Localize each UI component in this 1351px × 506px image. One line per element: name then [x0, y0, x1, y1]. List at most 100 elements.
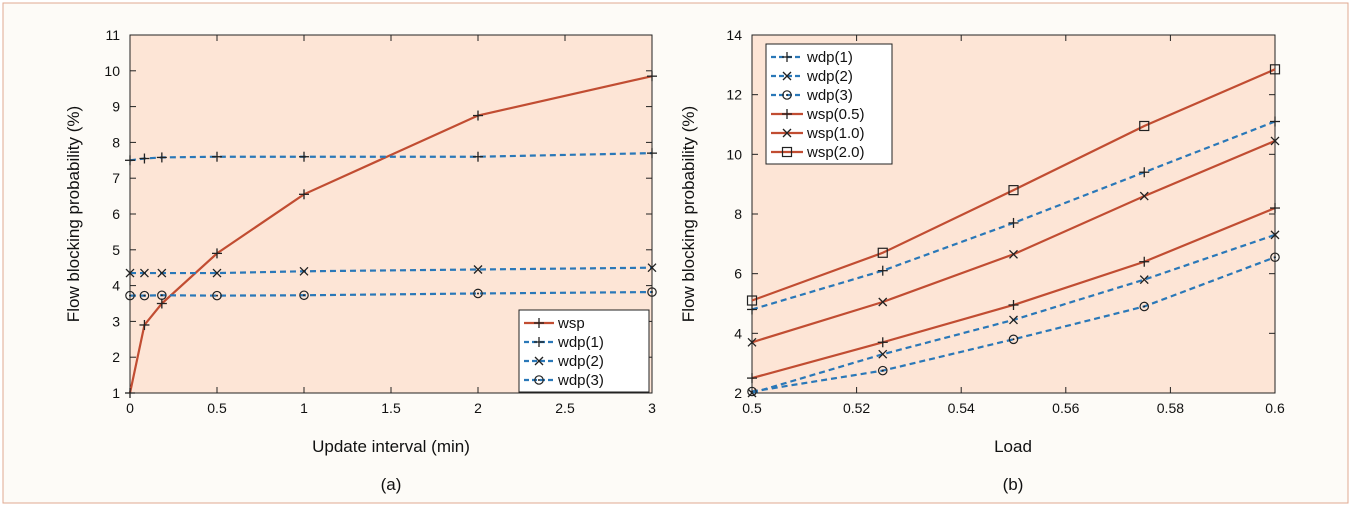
data-point-wsp-1-0	[1139, 191, 1149, 201]
data-point-wsp-1-0	[747, 337, 757, 347]
data-point-wdp-2	[139, 268, 149, 278]
x-tick-label: 0.6	[1265, 400, 1285, 416]
y-tick-label: 4	[734, 325, 742, 341]
data-point-wsp	[647, 71, 657, 82]
legend-label: wdp(1)	[806, 49, 853, 66]
y-tick-label: 10	[726, 146, 742, 162]
data-point-wdp-2	[212, 268, 222, 278]
data-point-wdp-3	[125, 290, 135, 301]
data-point-wdp-1	[747, 304, 757, 315]
data-point-wsp	[212, 248, 222, 259]
data-point-wdp-2	[647, 263, 657, 273]
data-point-wdp-2	[878, 349, 888, 359]
y-tick-label: 6	[734, 266, 742, 282]
y-tick-label: 8	[734, 206, 742, 222]
y-tick-label: 1	[112, 385, 120, 401]
legend-label: wsp(0.5)	[806, 106, 865, 123]
data-point-wdp-1	[1139, 167, 1150, 178]
data-point-wdp-1	[125, 155, 135, 166]
y-tick-label: 10	[104, 63, 120, 79]
legend-label: wsp(2.0)	[806, 144, 865, 161]
data-point-wsp	[473, 110, 483, 121]
x-tick-label: 0.58	[1157, 400, 1184, 416]
data-point-wdp-2	[125, 268, 135, 278]
y-tick-label: 14	[726, 27, 742, 43]
data-point-wsp-2-0	[1139, 120, 1150, 132]
data-point-wdp-3	[212, 290, 222, 301]
legend-label: wsp(1.0)	[806, 125, 865, 142]
chart-panel-b: 0.5 0.52 0.54 0.56 0.58 0.6 2 4 6 8 10 12 14 Load Flow…	[679, 27, 1285, 494]
series-wsp-1-0	[747, 136, 1280, 347]
data-point-wdp-3	[299, 290, 309, 301]
data-point-wsp-2-0	[746, 295, 758, 306]
x-tick-label: 0.5	[742, 400, 762, 416]
data-point-wdp-3	[647, 287, 657, 297]
data-point-wsp-0-5	[1139, 256, 1150, 267]
data-point-wsp-2-0	[1008, 185, 1019, 196]
data-point-wsp-0-5	[1008, 299, 1019, 310]
x-tick-label: 0.52	[843, 400, 870, 416]
series-wdp-3	[747, 252, 1280, 397]
series-wdp-1	[125, 148, 657, 166]
x-tick-label: 0	[126, 400, 134, 416]
legend-label: wdp(2)	[557, 353, 604, 370]
legend-marker	[534, 337, 544, 347]
data-point-wdp-3	[157, 290, 167, 301]
legend-marker	[782, 52, 792, 62]
series-line-wsp-2-0	[751, 68, 1276, 302]
data-point-wdp-2	[157, 268, 167, 278]
legend-label: wdp(3)	[557, 372, 604, 389]
y-tick-label: 4	[112, 278, 120, 294]
y-tick-label: 2	[112, 349, 120, 365]
chart-caption: (a)	[381, 475, 402, 494]
data-point-wdp-3	[1270, 252, 1280, 263]
y-tick-label: 7	[112, 170, 120, 186]
legend-label: wsp	[557, 315, 585, 332]
legend-label: wdp(3)	[806, 87, 853, 104]
y-axis-label: Flow blocking probability (%)	[679, 106, 698, 322]
x-tick-label: 1	[300, 400, 308, 416]
data-point-wsp-1-0	[878, 297, 888, 307]
legend: wsp wdp(1) wdp(2) wdp(3)	[518, 309, 650, 393]
data-point-wdp-1	[299, 151, 309, 162]
data-point-wdp-2	[1009, 315, 1018, 325]
legend-marker	[782, 90, 792, 100]
data-point-wsp-0-5	[1270, 203, 1280, 214]
series-wsp	[125, 71, 657, 398]
series-wdp-1	[747, 116, 1280, 315]
data-point-wdp-3	[747, 386, 757, 397]
chart-caption: (b)	[1003, 475, 1024, 494]
legend-label: wdp(1)	[557, 334, 604, 351]
y-tick-label: 6	[112, 206, 120, 222]
data-point-wdp-1	[877, 265, 888, 276]
y-tick-label: 11	[105, 27, 120, 43]
data-point-wsp-2-0	[1269, 64, 1281, 75]
legend-marker	[534, 318, 544, 328]
y-axis-label: Flow blocking probability (%)	[64, 106, 83, 322]
data-point-wsp-0-5	[877, 337, 888, 348]
x-tick-label: 1.5	[381, 400, 401, 416]
x-tick-label: 2.5	[555, 400, 575, 416]
data-point-wdp-2	[473, 265, 483, 274]
legend: wdp(1) wdp(2) wdp(3) wsp(0.5) wsp(1.0) wsp(2.…	[765, 43, 893, 165]
data-point-wdp-2	[1270, 230, 1280, 240]
y-tick-label: 2	[734, 385, 742, 401]
data-point-wdp-1	[212, 151, 222, 162]
legend-marker	[534, 375, 544, 385]
x-tick-label: 3	[648, 400, 656, 416]
data-point-wsp-1-0	[1270, 136, 1280, 146]
series-wdp-2	[125, 263, 657, 278]
series-wdp-3	[125, 287, 657, 301]
data-point-wdp-3	[1008, 334, 1019, 345]
x-axis-label: Load	[994, 437, 1032, 456]
legend-marker	[534, 356, 544, 366]
y-tick-label: 12	[726, 87, 742, 103]
data-point-wsp-2-0	[877, 247, 888, 258]
x-tick-label: 0.54	[948, 400, 975, 416]
data-point-wdp-3	[877, 365, 888, 376]
data-point-wdp-3	[1139, 301, 1150, 312]
x-tick-label: 0.56	[1052, 400, 1079, 416]
series-wsp-2-0	[746, 64, 1281, 306]
legend-marker	[781, 146, 793, 158]
